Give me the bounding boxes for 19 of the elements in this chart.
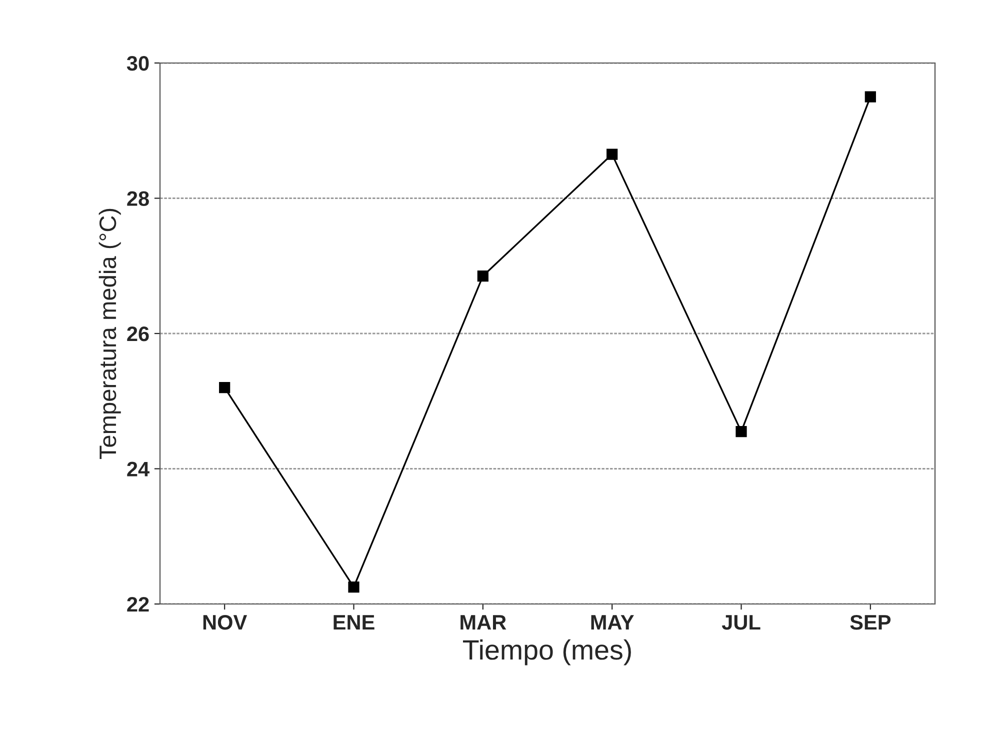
x-tick-label: MAR [460,615,506,630]
y-tick-label: 24 [127,462,150,476]
x-tick-label: MAY [591,615,634,630]
point [219,382,230,394]
x-tick-label: JUL [722,615,760,630]
x-axis-title: Tiempo (mes) [462,639,631,666]
y-tick-label: 22 [127,597,149,612]
point [348,582,360,593]
point [477,270,488,282]
y-tick-label: 30 [126,56,149,71]
point [864,91,876,102]
y-tick-label: 26 [127,326,149,342]
point [606,148,618,160]
point [736,426,747,438]
x-tick-label: ENE [334,615,374,630]
y-axis-title: Temperatura media (°C) [98,208,121,460]
x-tick-label: SEP [850,614,891,630]
y-tick-label: 28 [127,191,149,206]
x-tick-label: NOV [203,614,248,630]
